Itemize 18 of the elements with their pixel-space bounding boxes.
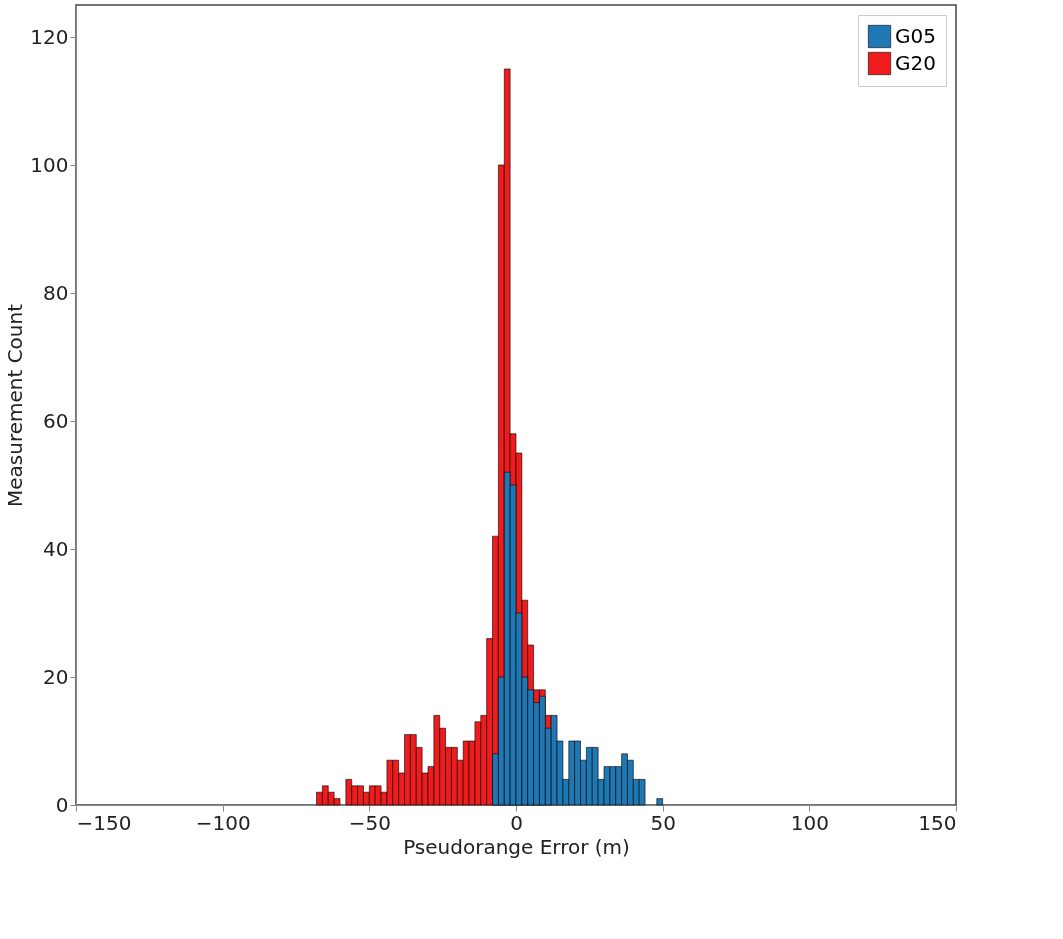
x-tick-label: 100 <box>790 810 829 835</box>
x-tick-label: −100 <box>195 810 251 835</box>
y-tick-label: 100 <box>30 152 69 177</box>
legend-label: G05 <box>895 23 936 48</box>
x-tick-label: 150 <box>918 810 957 835</box>
y-tick-label: 40 <box>43 536 69 561</box>
x-tick-label: −150 <box>76 810 132 835</box>
y-tick-label: 120 <box>30 24 69 49</box>
x-tick-label: 0 <box>510 810 523 835</box>
y-tick-label: 80 <box>43 280 69 305</box>
y-axis-title: Measurement Count <box>3 303 28 508</box>
x-tick-label: 50 <box>650 810 676 835</box>
y-tick-label: 0 <box>55 792 69 817</box>
x-tick-label: −50 <box>348 810 391 835</box>
x-axis-title: Pseudorange Error (m) <box>403 834 630 859</box>
y-tick-label: 20 <box>43 664 69 689</box>
legend-label: G20 <box>895 50 936 75</box>
y-tick-label: 60 <box>43 408 69 433</box>
